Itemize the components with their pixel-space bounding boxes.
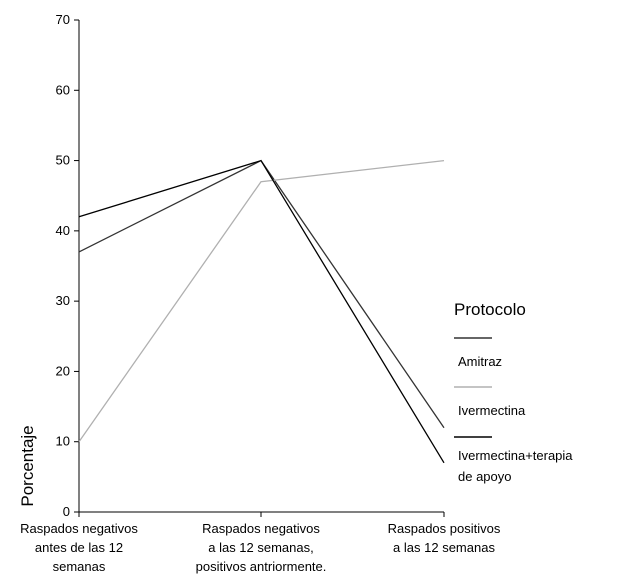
y-tick-label: 0: [63, 504, 70, 519]
legend-label: Ivermectina+terapia de apoyo: [458, 448, 573, 484]
series-line-2: [78, 159, 445, 443]
x-tick-label: Raspados negativos a las 12 semanas, posit…: [196, 521, 327, 574]
y-tick-label: 50: [56, 153, 70, 168]
legend-label: Ivermectina: [458, 403, 526, 418]
y-tick-label: 40: [56, 223, 70, 238]
y-axis-label: Porcentaje: [18, 425, 37, 506]
y-tick-label: 30: [56, 293, 70, 308]
legend-title: Protocolo: [454, 300, 526, 319]
legend-label: Amitraz: [458, 354, 502, 369]
y-tick-label: 70: [56, 12, 70, 27]
y-tick-label: 60: [56, 82, 70, 97]
x-tick-label: Raspados positivos a las 12 semanas: [388, 521, 501, 555]
y-tick-label: 10: [56, 434, 70, 449]
legend: Protocolo Amitraz Ivermectina Ivermectina+t…: [454, 300, 573, 484]
axes: 0 10 20 30 40 50 60 70 Raspados negativos antes d…: [18, 12, 501, 574]
x-tick-label: Raspados negativos antes de las 12 semanas: [20, 521, 138, 574]
y-tick-label: 20: [56, 363, 70, 378]
plot-area: [78, 159, 445, 464]
series-line-1: [78, 159, 445, 429]
series-line-3: [78, 159, 445, 464]
